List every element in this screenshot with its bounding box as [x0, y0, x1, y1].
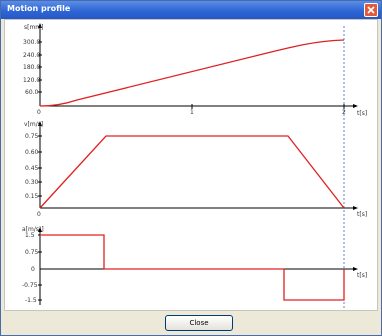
position-x-label: t[s]	[357, 110, 367, 117]
position-y-tick: 300.0	[23, 39, 40, 46]
plot-area: s[mm] t[s] 300.0 240.0 180.0 120.0 60.0 …	[4, 19, 378, 311]
close-button[interactable]: Close	[165, 315, 233, 331]
position-x-tick: 0	[37, 109, 41, 116]
acceleration-y-tick: 0	[31, 266, 35, 273]
acceleration-y-label: a[m/s²]	[22, 226, 44, 233]
acceleration-y-tick: 1.5	[25, 232, 35, 239]
position-x-tick: 1	[190, 109, 194, 116]
velocity-y-tick: 0.30	[25, 179, 39, 186]
window-title: Motion profile	[7, 4, 71, 13]
velocity-y-tick: 0.60	[25, 149, 39, 156]
velocity-y-label: v[m/s]	[24, 121, 43, 128]
position-curve	[39, 39, 345, 107]
position-plot: s[mm] t[s] 300.0 240.0 180.0 120.0 60.0 …	[23, 23, 367, 310]
position-y-tick: 120.0	[23, 77, 40, 84]
position-y-label: s[mm]	[24, 24, 44, 31]
velocity-plot: v[m/s] t[s] 0.75 0.60 0.45 0.30 0.15 0	[24, 121, 367, 218]
acceleration-plot: a[m/s²] t[s] 1.5 0.75 0 -0.75 -1.5	[22, 226, 367, 305]
velocity-y-tick: 0.15	[25, 193, 39, 200]
acceleration-y-tick: -0.75	[22, 282, 38, 289]
acceleration-x-label: t[s]	[357, 272, 367, 279]
velocity-y-tick: 0.75	[25, 133, 39, 140]
position-x-tick: 2	[342, 109, 346, 116]
position-y-tick: 240.0	[23, 52, 40, 59]
position-y-tick: 60.0	[25, 89, 39, 96]
window-close-button[interactable]	[364, 3, 378, 17]
velocity-x-tick: 0	[37, 211, 41, 218]
motion-plots: s[mm] t[s] 300.0 240.0 180.0 120.0 60.0 …	[22, 23, 367, 310]
close-icon	[367, 6, 375, 14]
velocity-y-tick: 0.45	[25, 165, 39, 172]
acceleration-curve	[40, 234, 345, 301]
acceleration-y-tick: 0.75	[25, 249, 39, 256]
position-y-tick: 180.0	[23, 64, 40, 71]
title-bar[interactable]: Motion profile	[1, 1, 381, 19]
acceleration-y-tick: -1.5	[25, 297, 37, 304]
dialog-footer: Close	[1, 312, 381, 335]
velocity-curve	[39, 135, 345, 209]
velocity-x-label: t[s]	[357, 211, 367, 218]
